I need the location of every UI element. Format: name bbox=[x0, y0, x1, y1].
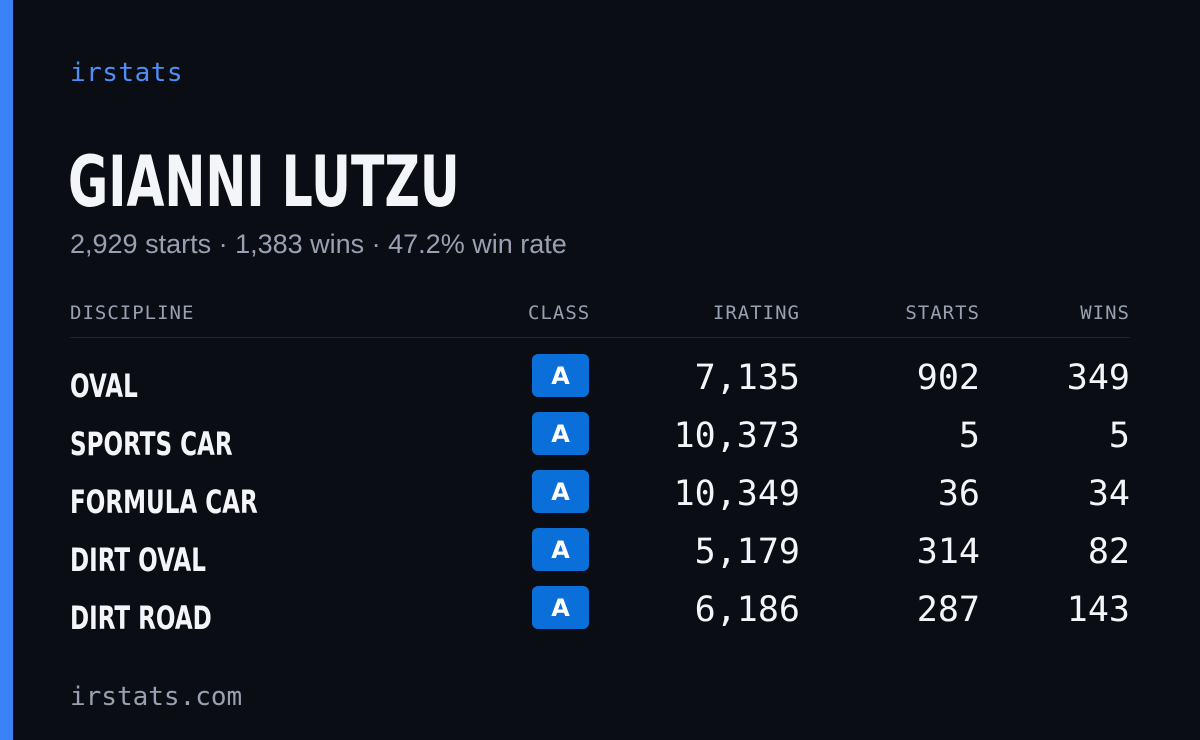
table-row: DIRT ROAD A 6,186 287 143 bbox=[70, 586, 1130, 644]
table-row: FORMULA CAR A 10,349 36 34 bbox=[70, 470, 1130, 528]
wins-value: 349 bbox=[1066, 358, 1130, 398]
table-body: OVAL A 7,135 902 349 SPORTS CAR A 10,373… bbox=[70, 354, 1130, 644]
header-discipline: DISCIPLINE bbox=[70, 302, 195, 324]
class-badge: A bbox=[532, 354, 589, 397]
discipline-label: SPORTS CAR bbox=[70, 425, 233, 463]
class-badge: A bbox=[532, 412, 589, 455]
header-starts: STARTS bbox=[905, 302, 980, 324]
starts-value: 5 bbox=[958, 416, 980, 456]
discipline-label: DIRT OVAL bbox=[70, 541, 206, 579]
discipline-label: FORMULA CAR bbox=[70, 483, 258, 521]
wins-value: 5 bbox=[1108, 416, 1130, 456]
starts-value: 314 bbox=[916, 532, 980, 572]
table-row: OVAL A 7,135 902 349 bbox=[70, 354, 1130, 412]
irating-value: 10,373 bbox=[673, 416, 800, 456]
brand-logo: irstats bbox=[70, 58, 184, 88]
header-irating: IRATING bbox=[712, 302, 800, 324]
header-wins: WINS bbox=[1080, 302, 1130, 324]
irating-value: 10,349 bbox=[673, 474, 800, 514]
discipline-label: DIRT ROAD bbox=[70, 599, 212, 637]
starts-value: 287 bbox=[916, 590, 980, 630]
starts-value: 36 bbox=[937, 474, 980, 514]
wins-value: 34 bbox=[1087, 474, 1130, 514]
class-badge: A bbox=[532, 470, 589, 513]
irating-value: 5,179 bbox=[694, 532, 800, 572]
header-class: CLASS bbox=[528, 302, 591, 324]
table-row: SPORTS CAR A 10,373 5 5 bbox=[70, 412, 1130, 470]
irating-value: 6,186 bbox=[694, 590, 800, 630]
table-header: DISCIPLINE CLASS IRATING STARTS WINS bbox=[70, 296, 1130, 338]
table-row: DIRT OVAL A 5,179 314 82 bbox=[70, 528, 1130, 586]
discipline-label: OVAL bbox=[70, 367, 138, 405]
footer-url: irstats.com bbox=[70, 682, 243, 712]
wins-value: 82 bbox=[1087, 532, 1130, 572]
driver-name: GIANNI LUTZU bbox=[68, 141, 460, 223]
class-badge: A bbox=[532, 528, 589, 571]
irating-value: 7,135 bbox=[694, 358, 800, 398]
accent-bar bbox=[0, 0, 13, 740]
starts-value: 902 bbox=[916, 358, 980, 398]
driver-summary: 2,929 starts · 1,383 wins · 47.2% win ra… bbox=[70, 229, 567, 259]
class-badge: A bbox=[532, 586, 589, 629]
wins-value: 143 bbox=[1066, 590, 1130, 630]
stats-table: DISCIPLINE CLASS IRATING STARTS WINS OVA… bbox=[70, 296, 1130, 644]
